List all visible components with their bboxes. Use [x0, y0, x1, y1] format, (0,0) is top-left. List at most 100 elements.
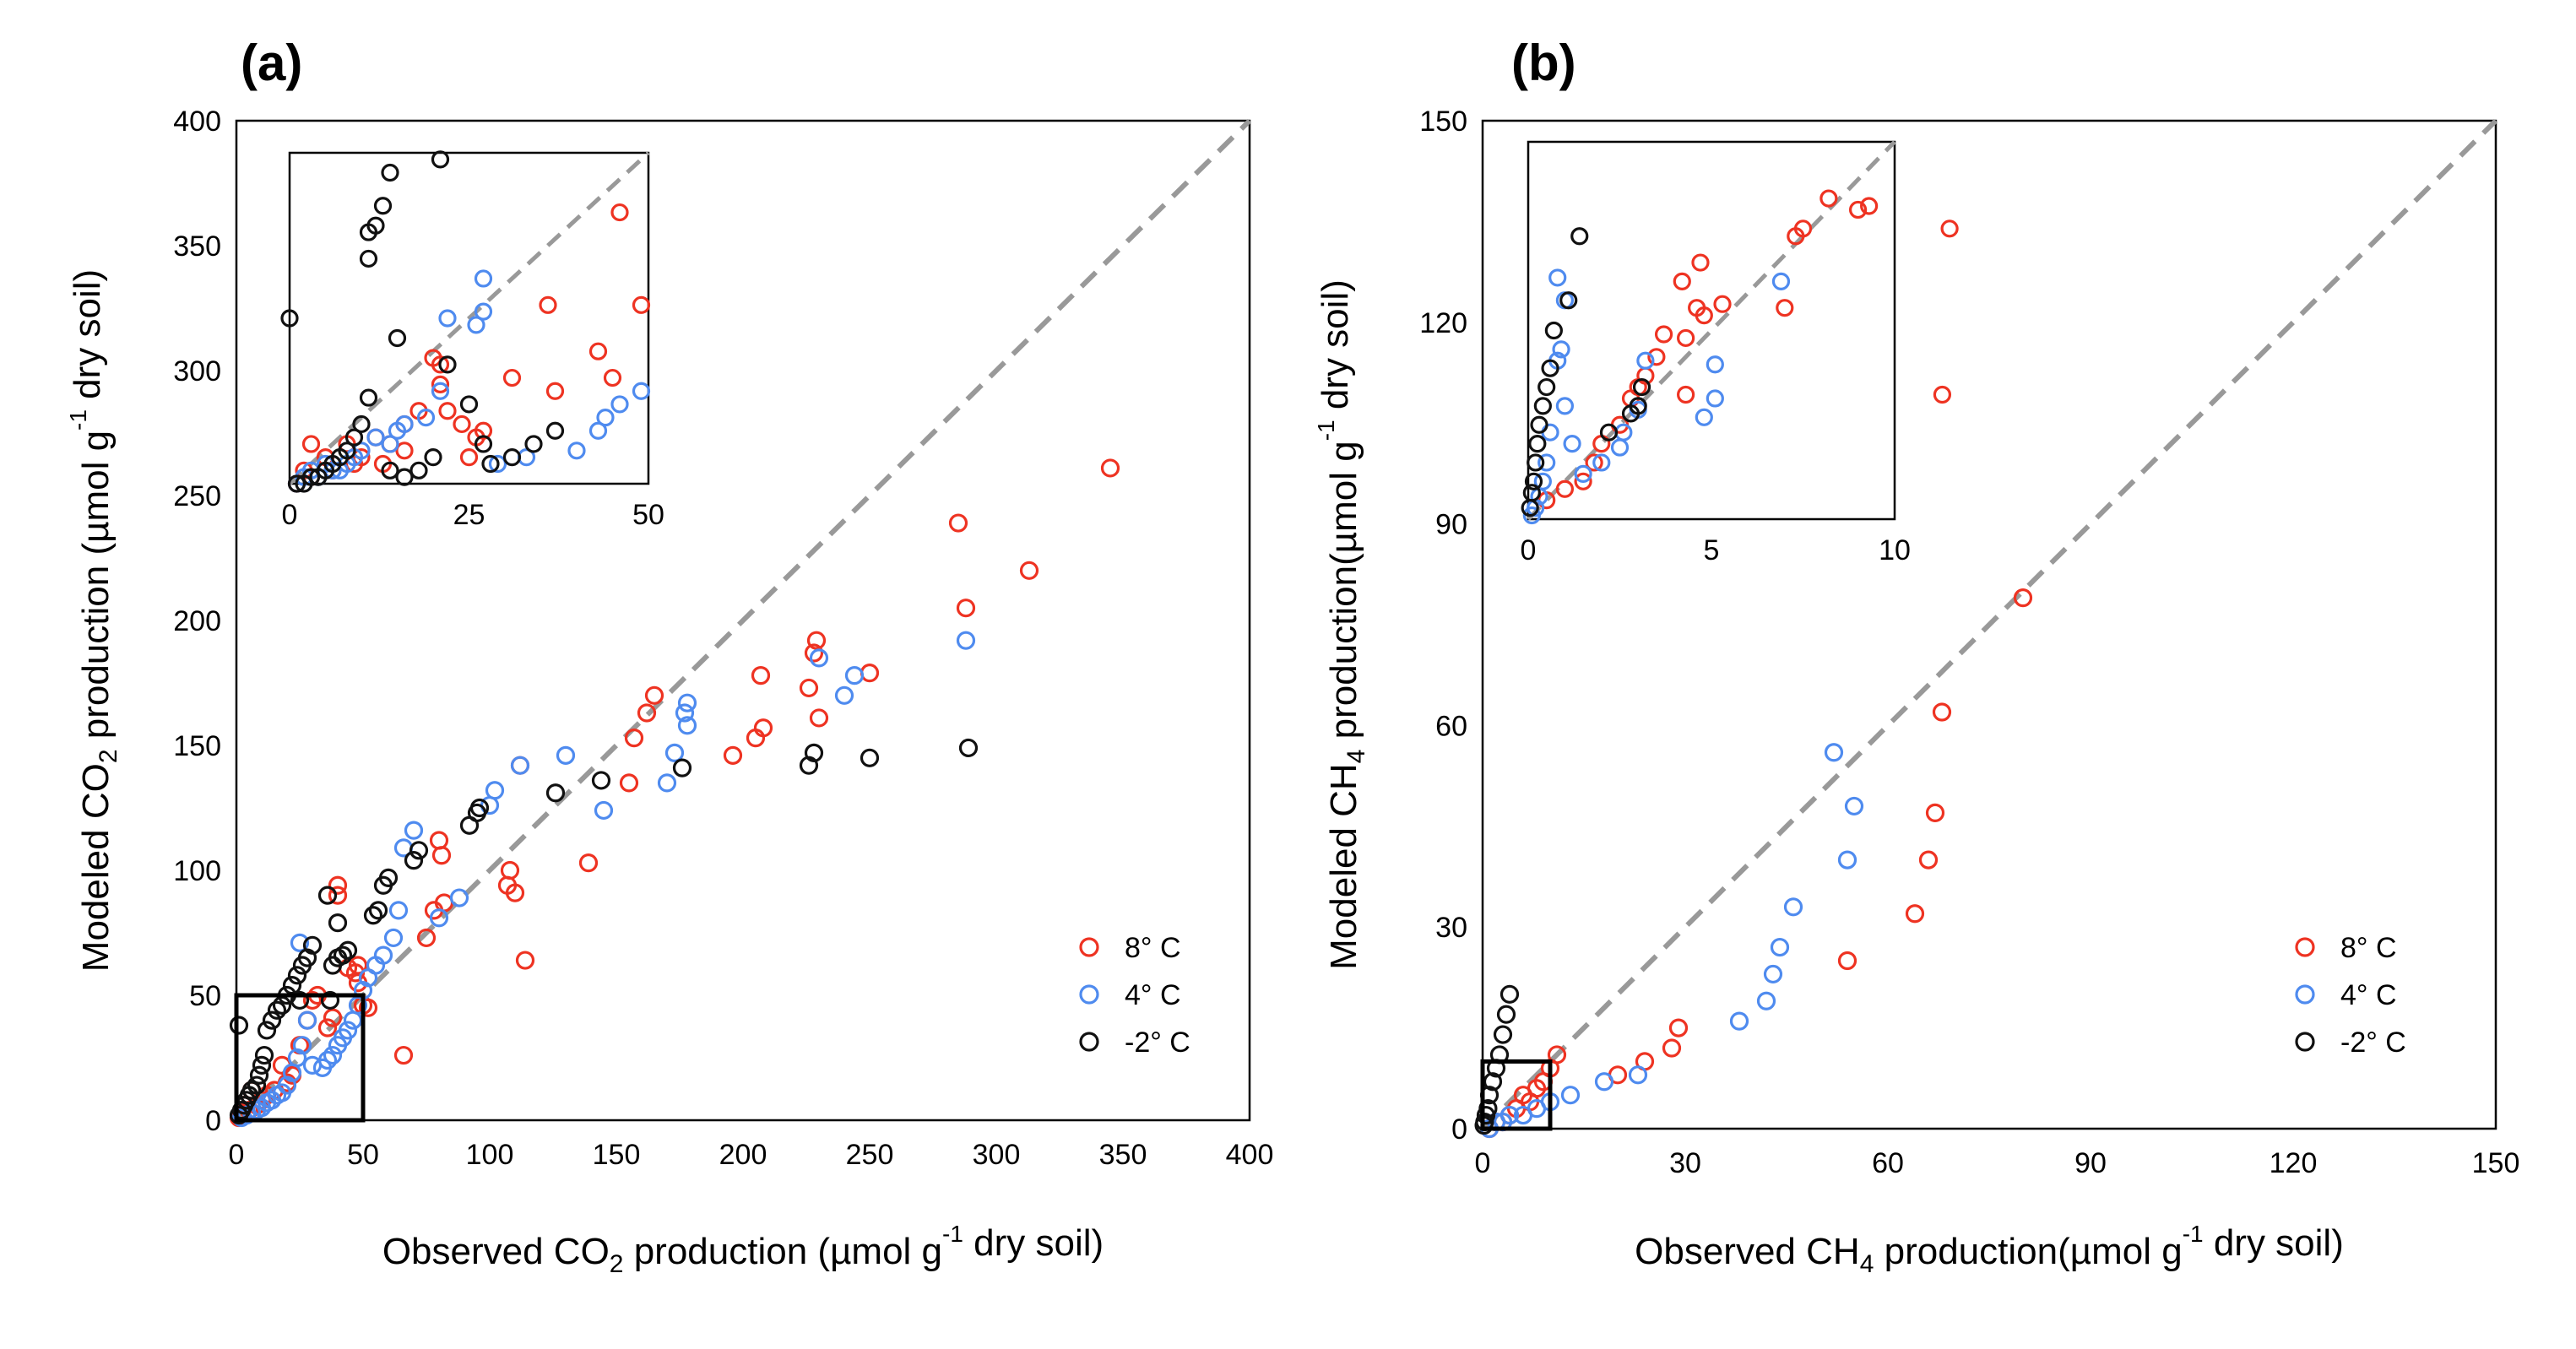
x-tick-label: 50: [347, 1139, 379, 1171]
inset-data-point: [1555, 397, 1575, 415]
data-point: [363, 906, 383, 925]
inset-data-point: [1647, 348, 1666, 366]
data-point: [510, 756, 530, 775]
legend: 8° C 4° C -2° C: [1079, 932, 1190, 1059]
data-point: [312, 1058, 333, 1077]
data-point: [1925, 803, 1945, 822]
data-point: [302, 990, 323, 1010]
data-point: [1844, 796, 1864, 816]
data-point: [594, 800, 614, 821]
data-point: [229, 1105, 249, 1125]
y-axis-label-part: Modeled CH: [1323, 763, 1364, 970]
data-point: [806, 631, 827, 650]
y-axis-label-part: 2: [95, 749, 122, 763]
inset-data-point: [1940, 219, 1959, 238]
inset-data-point: [502, 368, 522, 387]
data-point: [619, 773, 639, 793]
inset-data-point: [1559, 291, 1578, 310]
legend: 8° C 4° C -2° C: [2295, 932, 2406, 1059]
legend-label: -2° C: [2340, 1027, 2406, 1059]
inset-data-point: [1574, 472, 1592, 490]
data-point: [515, 951, 535, 970]
inset-data-point: [1541, 359, 1559, 377]
data-point: [804, 643, 824, 663]
data-point: [328, 1036, 348, 1055]
x-axis-label-part: Observed CO: [382, 1231, 610, 1272]
inset-x-tick-label: 50: [632, 499, 664, 531]
data-point: [556, 745, 576, 765]
data-point: [1783, 897, 1803, 917]
data-point: [637, 703, 657, 723]
x-axis-label-part: -1: [942, 1221, 963, 1247]
x-axis-label-part: Observed CH: [1635, 1231, 1860, 1272]
inset-data-point: [1527, 453, 1545, 472]
inset-data-point: [1706, 389, 1724, 408]
inset-data-point: [1695, 408, 1713, 426]
data-point: [373, 875, 393, 895]
x-tick-label: 30: [1669, 1147, 1701, 1179]
inset-one-to-one-line: [288, 151, 650, 485]
x-axis-label: Observed CH4 production(µmol g-1 dry soi…: [1635, 1221, 2344, 1278]
inset-data-point: [1654, 325, 1673, 344]
one-to-one-line: [234, 118, 1252, 1123]
data-point: [429, 908, 449, 928]
data-point: [404, 821, 424, 840]
legend-marker: [2295, 937, 2315, 957]
data-point: [287, 966, 307, 985]
y-tick-label: 60: [1435, 710, 1467, 742]
data-point: [302, 1055, 323, 1075]
inset-data-point: [381, 163, 399, 182]
data-point: [1662, 1038, 1682, 1058]
y-axis-label: Modeled CO2 production (µmol g-1 dry soi…: [65, 269, 122, 972]
inset-data-point: [1548, 268, 1567, 287]
data-point: [1493, 1025, 1513, 1044]
inset-data-point: [438, 355, 457, 374]
legend-marker: [2295, 984, 2315, 1005]
data-point: [591, 771, 611, 790]
y-tick-label: 0: [1451, 1113, 1467, 1146]
inset-data-point: [1860, 197, 1879, 215]
inset-data-point: [610, 395, 629, 414]
inset-data-point: [453, 414, 471, 434]
inset-data-point: [1537, 377, 1556, 397]
x-tick-label: 200: [719, 1139, 767, 1171]
inset-plot: 0 25 50: [280, 150, 664, 531]
inset-data-point: [1849, 200, 1868, 219]
legend-label: 8° C: [2340, 932, 2397, 964]
inset-data-point: [373, 197, 393, 215]
inset-data-point: [1677, 385, 1695, 404]
x-tick-label: 150: [593, 1139, 641, 1171]
x-tick-label: 0: [1475, 1147, 1491, 1179]
data-point: [860, 748, 880, 767]
data-point: [429, 831, 449, 850]
y-tick-label: 300: [173, 355, 221, 387]
data-point: [388, 901, 409, 920]
y-tick-label: 200: [173, 605, 221, 637]
y-axis-label-part: 4: [1342, 750, 1370, 764]
inset-data-point: [395, 468, 414, 486]
inset-data-point: [1771, 272, 1791, 290]
inset-data-point: [545, 382, 565, 400]
inset-data-point: [1677, 328, 1695, 348]
data-point: [1932, 702, 1952, 722]
data-point: [799, 678, 819, 698]
inset-data-point: [1621, 404, 1641, 423]
inset-data-point: [438, 309, 457, 328]
y-tick-label: 30: [1435, 912, 1467, 944]
x-axis-label-part: production (µmol g: [623, 1231, 942, 1272]
inset-data-point: [424, 448, 442, 467]
inset-data-point: [1530, 415, 1548, 434]
data-point: [320, 990, 340, 1010]
x-axis-label-part: 4: [1860, 1250, 1874, 1278]
data-point: [1476, 1105, 1496, 1125]
legend-label: -2° C: [1125, 1027, 1190, 1059]
data-point: [459, 815, 480, 835]
inset-data-point: [352, 414, 371, 434]
inset-data-point: [1636, 351, 1655, 370]
inset-data-point: [1522, 506, 1541, 525]
zoom-region-box: [1480, 1059, 1553, 1131]
inset-data-point: [431, 382, 450, 400]
x-tick-label: 120: [2270, 1147, 2318, 1179]
y-axis-label-part: production(µmol g: [1323, 441, 1364, 749]
data-point: [393, 1045, 414, 1065]
